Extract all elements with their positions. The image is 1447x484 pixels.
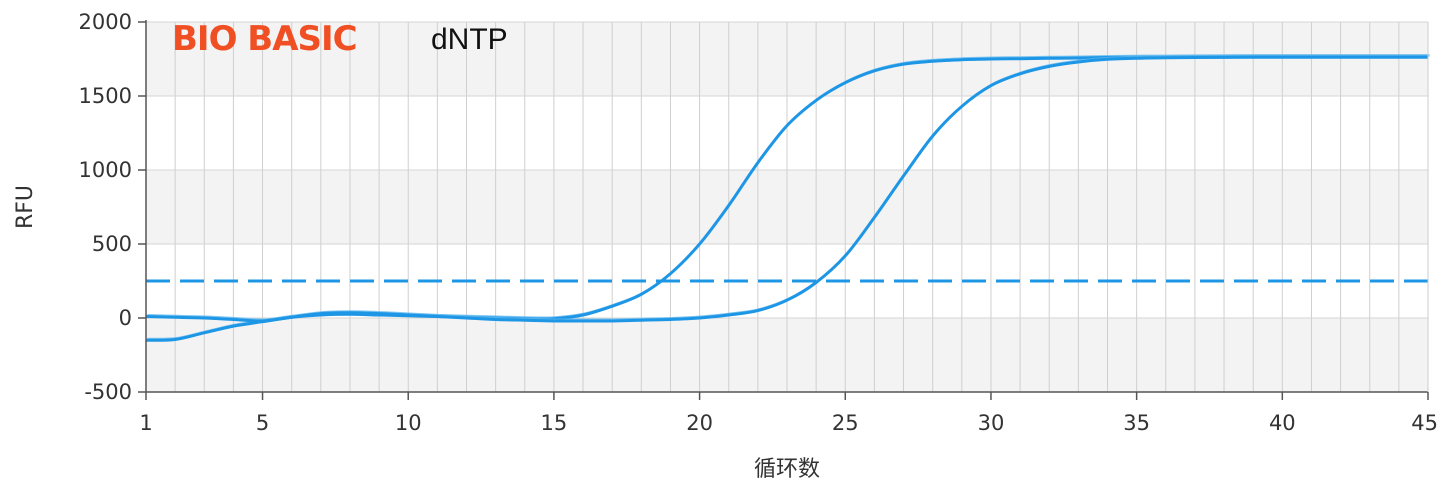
- x-tick-label: 20: [686, 411, 713, 435]
- y-tick-label: 500: [92, 232, 132, 256]
- logo: BIO BASIC dNTP: [172, 19, 508, 59]
- y-tick-labels: -500 0 500 1000 1500 2000: [79, 10, 146, 404]
- logo-product: dNTP: [431, 23, 508, 56]
- x-tick-label: 10: [395, 411, 422, 435]
- y-tick-label: 2000: [79, 10, 132, 34]
- y-axis-label: RFU: [13, 185, 38, 229]
- vertical-gridlines: [145, 22, 1429, 392]
- amplification-curves: [145, 54, 1430, 342]
- x-tick-label: 1: [139, 411, 152, 435]
- y-tick-label: 1500: [79, 84, 132, 108]
- x-tick-label: 25: [832, 411, 859, 435]
- logo-brand: BIO BASIC: [172, 19, 357, 59]
- x-tick-label: 35: [1123, 411, 1150, 435]
- y-tick-label: 0: [119, 306, 132, 330]
- x-tick-label: 5: [256, 411, 269, 435]
- x-tick-label: 30: [978, 411, 1005, 435]
- y-tick-label: 1000: [79, 158, 132, 182]
- chart-axes: [145, 20, 1429, 393]
- y-tick-label: -500: [84, 380, 132, 404]
- x-tick-label: 45: [1411, 411, 1438, 435]
- series-line-2: [145, 55, 1428, 323]
- x-tick-label: 40: [1269, 411, 1296, 435]
- x-tick-label: 15: [541, 411, 568, 435]
- horizontal-gridlines: [146, 21, 1428, 393]
- x-axis-label: 循环数: [754, 457, 820, 482]
- x-tick-labels: 1 5 10 15 20 25 30 35 40 45: [139, 392, 1438, 435]
